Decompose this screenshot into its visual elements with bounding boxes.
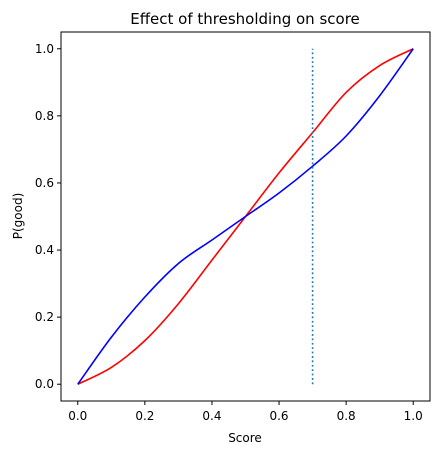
x-tick-label: 0.4: [202, 409, 221, 423]
x-tick-label: 0.8: [337, 409, 356, 423]
blue-curve: [77, 48, 414, 385]
plot-frame: [60, 31, 431, 402]
x-axis: 0.0 0.2 0.4 0.6 0.8 1.0: [68, 401, 423, 423]
y-tick-label: 0.6: [35, 176, 54, 190]
x-axis-label: Score: [228, 431, 262, 445]
x-tick-label: 0.6: [269, 409, 288, 423]
x-tick-label: 1.0: [404, 409, 423, 423]
series-layer: [77, 48, 414, 385]
y-axis-label: P(good): [11, 193, 25, 240]
chart-title: Effect of thresholding on score: [130, 10, 360, 28]
y-tick-label: 0.2: [35, 310, 54, 324]
y-axis: 0.0 0.2 0.4 0.6 0.8 1.0: [35, 42, 61, 391]
x-tick-label: 0.2: [135, 409, 154, 423]
y-tick-label: 0.0: [35, 377, 54, 391]
y-tick-label: 1.0: [35, 42, 54, 56]
x-tick-label: 0.0: [68, 409, 87, 423]
y-tick-label: 0.8: [35, 109, 54, 123]
y-tick-label: 0.4: [35, 243, 54, 257]
